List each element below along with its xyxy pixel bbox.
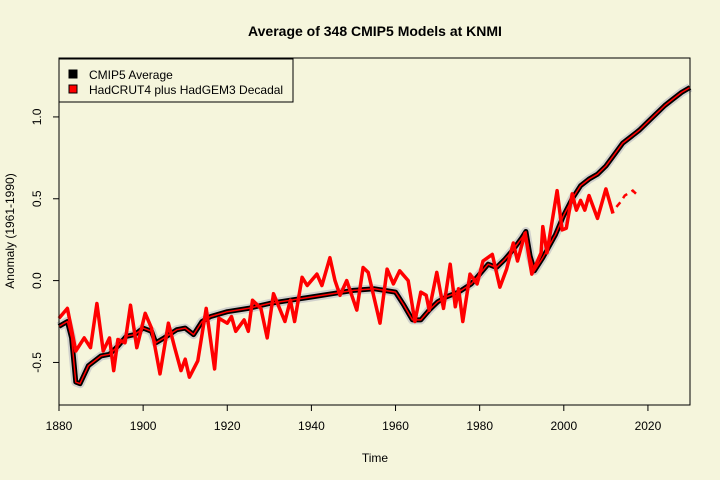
legend-swatch-cmip5 — [68, 69, 78, 79]
y-tick-label-1: 0.0 — [30, 272, 44, 289]
y-tick-label-0: -0.5 — [30, 352, 44, 373]
x-axis-label: Time — [362, 451, 389, 465]
x-tick-label-1920: 1920 — [214, 419, 241, 433]
hadcrut4-line — [57, 187, 615, 379]
hadgem3-decadal-forecast-line — [615, 189, 639, 208]
plot-frame — [58, 57, 691, 406]
x-tick-label-2020: 2020 — [635, 419, 662, 433]
legend: CMIP5 Average HadCRUT4 plus HadGEM3 Deca… — [58, 58, 294, 103]
x-tick-label-1900: 1900 — [130, 419, 157, 433]
legend-swatch-hadcrut — [68, 84, 78, 94]
legend-label-hadcrut: HadCRUT4 plus HadGEM3 Decadal — [89, 83, 283, 97]
x-tick-label-1880: 1880 — [46, 419, 73, 433]
cmip5-average-inner-line — [58, 86, 691, 385]
x-tick-label-1940: 1940 — [298, 419, 325, 433]
plot-area — [56, 83, 693, 389]
x-tick-label-1980: 1980 — [466, 419, 493, 433]
y-axis-label: Anomaly (1961-1990) — [3, 173, 17, 288]
x-tick-label-1960: 1960 — [382, 419, 409, 433]
legend-label-cmip5: CMIP5 Average — [89, 68, 173, 82]
axes: 1880 1900 1920 1940 1960 1980 2000 2020 -0.5 0.0 0… — [30, 108, 662, 433]
legend-box — [58, 58, 294, 103]
chart-title: Average of 348 CMIP5 Models at KNMI — [248, 23, 502, 39]
x-tick-label-2000: 2000 — [550, 419, 577, 433]
y-tick-label-2: 0.5 — [30, 190, 44, 207]
y-tick-label-3: 1.0 — [30, 108, 44, 125]
